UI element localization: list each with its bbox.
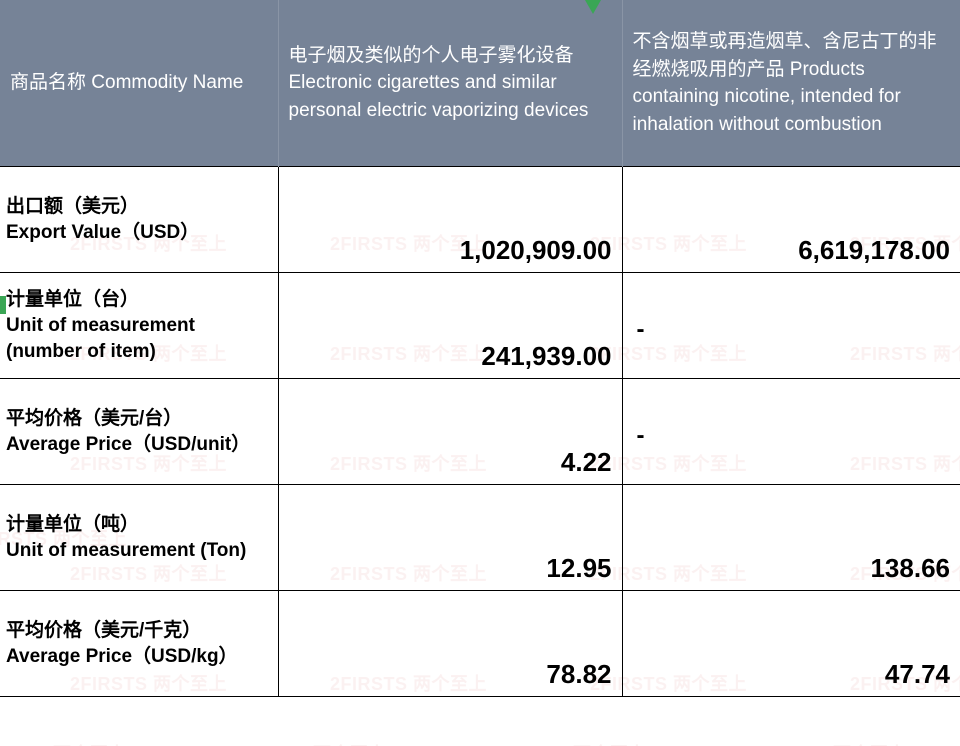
header-nicotine-products: 不含烟草或再造烟草、含尼古丁的非经燃烧吸用的产品 Products contai…: [622, 0, 960, 167]
row-value-col2: 6,619,178.00: [622, 167, 960, 273]
table-row: 平均价格（美元/台）Average Price（USD/unit）4.22-: [0, 379, 960, 485]
row-value-col1: 241,939.00: [278, 273, 622, 379]
header-col1-cn: 电子烟及类似的个人电子雾化设备: [289, 45, 574, 66]
row-label-cn: 计量单位（吨）: [6, 512, 270, 538]
row-label-cn: 平均价格（美元/台）: [6, 406, 270, 432]
row-value-col1: 12.95: [278, 485, 622, 591]
row-value-col2: -: [622, 273, 960, 379]
row-label: 平均价格（美元/台）Average Price（USD/unit）: [0, 379, 278, 485]
header-col0-cn: 商品名称: [10, 72, 86, 93]
row-label-cn: 平均价格（美元/千克）: [6, 618, 270, 644]
row-value-col2: -: [622, 379, 960, 485]
header-ecig-devices: 电子烟及类似的个人电子雾化设备 Electronic cigarettes an…: [278, 0, 622, 167]
row-value-col1: 4.22: [278, 379, 622, 485]
row-label-en: Export Value（USD）: [6, 220, 270, 246]
table-row: 平均价格（美元/千克）Average Price（USD/kg）78.8247.…: [0, 591, 960, 697]
row-label-en: Average Price（USD/unit）: [6, 432, 270, 458]
row-label-en: Unit of measurement (number of item): [6, 313, 270, 364]
commodity-table: 商品名称 Commodity Name 电子烟及类似的个人电子雾化设备 Elec…: [0, 0, 960, 697]
accent-bar-left: [0, 296, 6, 314]
row-label-cn: 计量单位（台）: [6, 287, 270, 313]
row-label-en: Average Price（USD/kg）: [6, 644, 270, 670]
table-body: 出口额（美元） Export Value（USD）1,020,909.006,6…: [0, 167, 960, 697]
row-value-col2: 47.74: [622, 591, 960, 697]
row-label: 计量单位（吨）Unit of measurement (Ton): [0, 485, 278, 591]
row-value-col2: 138.66: [622, 485, 960, 591]
header-col2-cn: 不含烟草或再造烟草、含尼古丁的非经燃烧吸用的产品: [633, 31, 937, 80]
row-value-col1: 78.82: [278, 591, 622, 697]
header-col1-en: Electronic cigarettes and similar person…: [289, 72, 589, 121]
header-col0-en: Commodity Name: [91, 72, 243, 93]
table-header-row: 商品名称 Commodity Name 电子烟及类似的个人电子雾化设备 Elec…: [0, 0, 960, 167]
table-row: 计量单位（台）Unit of measurement (number of it…: [0, 273, 960, 379]
row-label: 计量单位（台）Unit of measurement (number of it…: [0, 273, 278, 379]
row-label-en: Unit of measurement (Ton): [6, 538, 270, 564]
header-commodity-name: 商品名称 Commodity Name: [0, 0, 278, 167]
table-row: 出口额（美元） Export Value（USD）1,020,909.006,6…: [0, 167, 960, 273]
table-row: 计量单位（吨）Unit of measurement (Ton)12.95138…: [0, 485, 960, 591]
accent-triangle-top: [585, 0, 601, 14]
row-label-cn: 出口额（美元）: [6, 194, 270, 220]
row-label: 出口额（美元） Export Value（USD）: [0, 167, 278, 273]
row-value-col1: 1,020,909.00: [278, 167, 622, 273]
row-label: 平均价格（美元/千克）Average Price（USD/kg）: [0, 591, 278, 697]
